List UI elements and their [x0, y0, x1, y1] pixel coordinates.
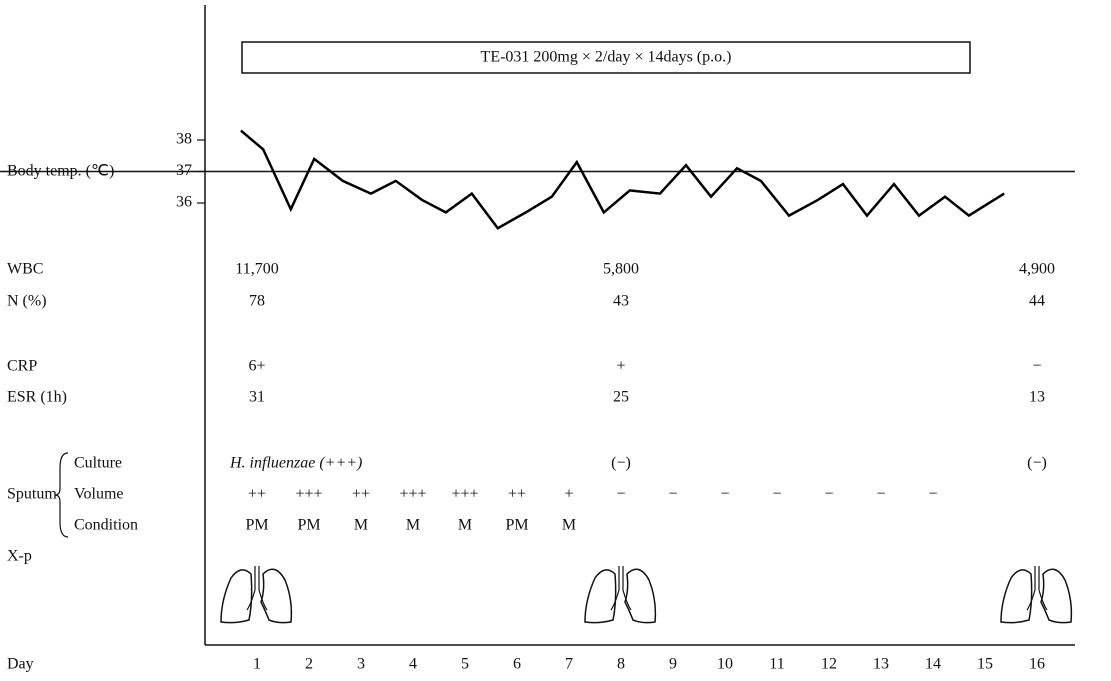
sputum-value: −: [772, 486, 781, 503]
sputum-value: −: [668, 486, 677, 503]
y-tick-label: 36: [176, 194, 192, 211]
sputum-value: PM: [505, 517, 528, 534]
sputum-value: −: [928, 486, 937, 503]
lung-xray: [585, 566, 655, 623]
lung-right: [1041, 569, 1071, 622]
sputum-value: PM: [297, 517, 320, 534]
y-tick-label: 38: [176, 131, 192, 148]
lung-left: [221, 570, 252, 623]
row-value: 5,800: [603, 261, 639, 278]
x-axis-label: Day: [7, 656, 34, 673]
sputum-value: ++: [248, 486, 266, 503]
row-label: ESR (1h): [7, 389, 67, 406]
row-value: 31: [249, 389, 265, 406]
x-tick-label: 15: [977, 656, 993, 673]
sputum-row-label: Volume: [74, 486, 123, 503]
x-tick-label: 6: [513, 656, 521, 673]
lung-left: [585, 570, 616, 623]
sputum-value: −: [824, 486, 833, 503]
row-value: 25: [613, 389, 629, 406]
sputum-value: −: [616, 486, 625, 503]
lung-xray: [221, 566, 291, 623]
x-tick-label: 1: [253, 656, 261, 673]
row-value: 11,700: [235, 261, 278, 278]
temperature-line: [241, 131, 1004, 229]
sputum-value: ++: [508, 486, 526, 503]
y-tick-label: 37: [176, 162, 192, 179]
sputum-value: M: [406, 517, 420, 534]
x-tick-label: 4: [409, 656, 417, 673]
lung-left: [1001, 570, 1032, 623]
sputum-value: +++: [295, 486, 322, 503]
x-tick-label: 5: [461, 656, 469, 673]
row-value: −: [1032, 358, 1041, 375]
sputum-row-label: Condition: [74, 517, 138, 534]
x-tick-label: 14: [925, 656, 941, 673]
x-tick-label: 2: [305, 656, 313, 673]
sputum-row-label: Culture: [74, 455, 122, 472]
sputum-value: (−): [611, 455, 631, 472]
lung-right: [261, 569, 291, 622]
sputum-value: −: [876, 486, 885, 503]
x-tick-label: 10: [717, 656, 733, 673]
row-value: 78: [249, 293, 265, 310]
x-tick-label: 11: [769, 656, 784, 673]
sputum-value: +++: [451, 486, 478, 503]
xray-label: X-p: [7, 548, 32, 565]
sputum-value: (−): [1027, 455, 1047, 472]
row-value: 6+: [248, 358, 265, 375]
row-label: CRP: [7, 358, 37, 375]
row-label: N (%): [7, 293, 47, 310]
row-label: WBC: [7, 261, 43, 278]
sputum-brace: [55, 453, 68, 537]
sputum-value: +++: [399, 486, 426, 503]
x-tick-label: 3: [357, 656, 365, 673]
sputum-value: −: [720, 486, 729, 503]
lung-right: [625, 569, 655, 622]
treatment: TE-031 200mg × 2/day × 14days (p.o.): [481, 49, 732, 66]
sputum-value: ++: [352, 486, 370, 503]
row-value: +: [616, 358, 625, 375]
chart: TE-031 200mg × 2/day × 14days (p.o.) Bod…: [0, 0, 1111, 681]
row-value: 44: [1029, 293, 1045, 310]
row-value: 13: [1029, 389, 1045, 406]
sputum-value: +: [564, 486, 573, 503]
x-tick-label: 8: [617, 656, 625, 673]
x-tick-label: 7: [565, 656, 573, 673]
row-value: 43: [613, 293, 629, 310]
x-tick-label: 13: [873, 656, 889, 673]
row-value: 4,900: [1019, 261, 1055, 278]
sputum-value: H. influenzae (+++): [229, 455, 362, 472]
sputum-value: M: [354, 517, 368, 534]
sputum-value: M: [458, 517, 472, 534]
x-tick-label: 9: [669, 656, 677, 673]
sputum-label: Sputum: [7, 486, 57, 503]
sputum-value: PM: [245, 517, 268, 534]
sputum-value: M: [562, 517, 576, 534]
x-tick-label: 16: [1029, 656, 1045, 673]
lung-xray: [1001, 566, 1071, 623]
x-tick-label: 12: [821, 656, 837, 673]
